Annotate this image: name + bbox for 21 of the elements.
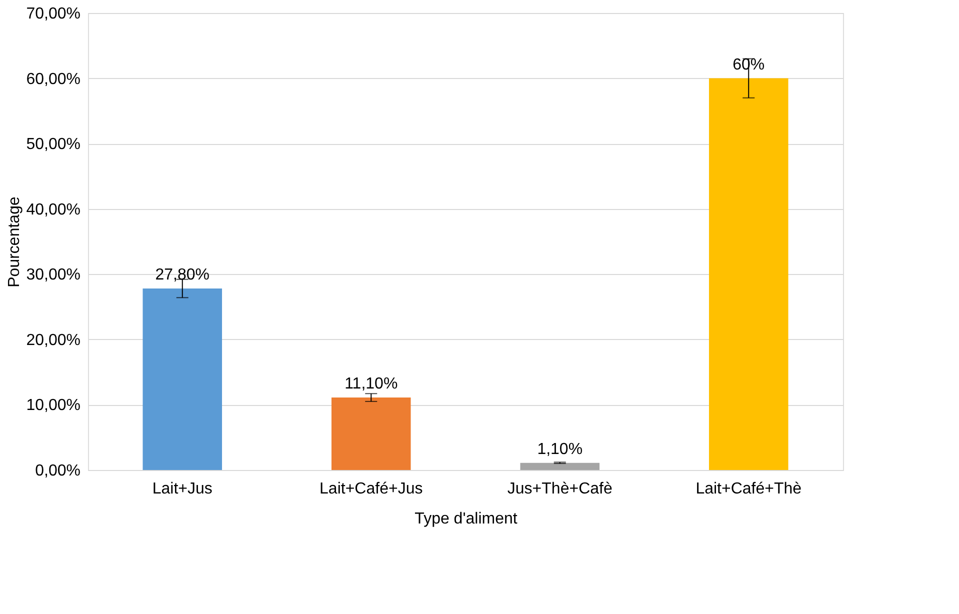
bar bbox=[708, 78, 788, 470]
data-label: 1,10% bbox=[537, 440, 583, 458]
x-tick-label: Jus+Thè+Cafè bbox=[507, 480, 612, 498]
y-tick-label: 10,00% bbox=[26, 397, 80, 414]
y-tick-label: 60,00% bbox=[26, 70, 80, 88]
y-tick-label: 50,00% bbox=[26, 136, 80, 154]
x-tick-label: Lait+Café+Jus bbox=[320, 480, 423, 498]
x-tick-label: Lait+Café+Thè bbox=[696, 480, 802, 498]
y-axis-title: Pourcentage bbox=[6, 196, 24, 288]
data-label: 27,80% bbox=[155, 266, 210, 284]
x-tick-label: Lait+Jus bbox=[152, 480, 212, 498]
x-axis-title: Type d'aliment bbox=[414, 510, 518, 528]
y-tick-label: 30,00% bbox=[26, 266, 80, 284]
y-tick-label: 20,00% bbox=[26, 332, 80, 349]
bar bbox=[520, 462, 600, 470]
y-tick-label: 40,00% bbox=[26, 201, 80, 218]
bar bbox=[331, 398, 411, 470]
bar bbox=[142, 288, 222, 470]
y-tick-label: 0,00% bbox=[35, 462, 80, 480]
y-tick-label: 70,00% bbox=[26, 6, 80, 22]
data-label: 11,10% bbox=[344, 376, 398, 393]
